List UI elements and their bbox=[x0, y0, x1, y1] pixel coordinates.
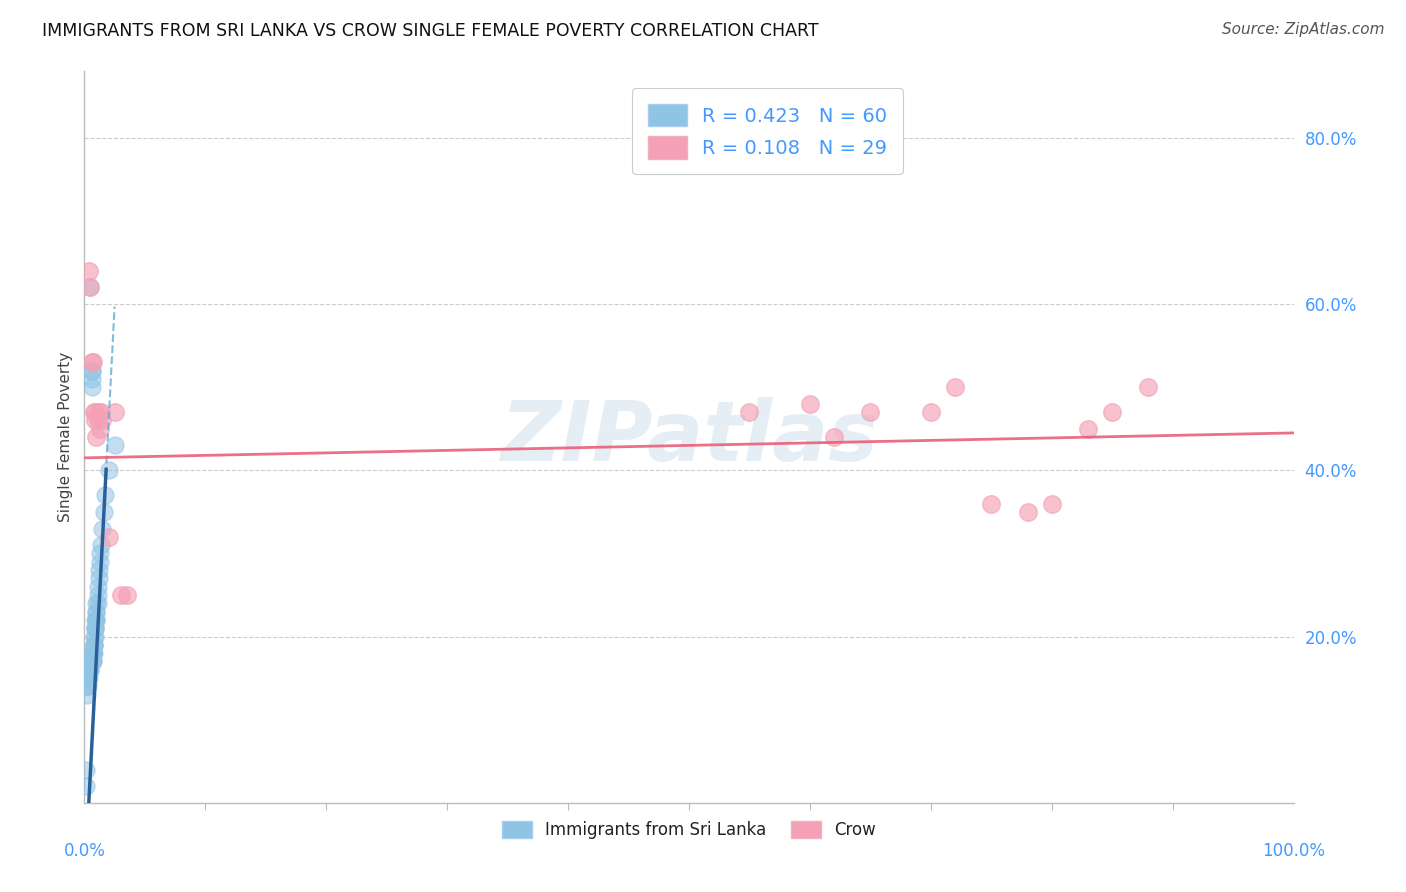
Point bbox=[89, 555, 111, 569]
Point bbox=[82, 655, 104, 669]
Point bbox=[799, 397, 821, 411]
Point bbox=[80, 655, 103, 669]
Point bbox=[84, 621, 107, 635]
Point bbox=[97, 530, 120, 544]
Point bbox=[76, 680, 98, 694]
Point bbox=[80, 355, 103, 369]
Point bbox=[89, 546, 111, 560]
Point bbox=[77, 671, 100, 685]
Point bbox=[823, 430, 845, 444]
Point bbox=[83, 405, 105, 419]
Point bbox=[84, 630, 107, 644]
Point bbox=[93, 505, 115, 519]
Point bbox=[82, 355, 104, 369]
Point bbox=[82, 655, 104, 669]
Point bbox=[84, 413, 107, 427]
Point bbox=[84, 613, 107, 627]
Point bbox=[77, 663, 100, 677]
Point bbox=[104, 438, 127, 452]
Point bbox=[79, 655, 101, 669]
Point bbox=[80, 363, 103, 377]
Point bbox=[90, 538, 112, 552]
Point bbox=[86, 613, 108, 627]
Point bbox=[82, 646, 104, 660]
Text: 100.0%: 100.0% bbox=[1263, 842, 1324, 860]
Point bbox=[86, 430, 108, 444]
Point bbox=[82, 646, 104, 660]
Point bbox=[84, 621, 107, 635]
Point bbox=[79, 280, 101, 294]
Point bbox=[77, 663, 100, 677]
Point bbox=[77, 680, 100, 694]
Point bbox=[980, 497, 1002, 511]
Point bbox=[80, 363, 103, 377]
Point bbox=[86, 596, 108, 610]
Point bbox=[89, 422, 111, 436]
Point bbox=[83, 638, 105, 652]
Legend: Immigrants from Sri Lanka, Crow: Immigrants from Sri Lanka, Crow bbox=[495, 814, 883, 846]
Text: Source: ZipAtlas.com: Source: ZipAtlas.com bbox=[1222, 22, 1385, 37]
Point bbox=[79, 663, 101, 677]
Point bbox=[87, 571, 110, 585]
Point bbox=[84, 621, 107, 635]
Point bbox=[87, 563, 110, 577]
Point bbox=[87, 405, 110, 419]
Point bbox=[75, 763, 97, 777]
Point bbox=[1101, 405, 1123, 419]
Point bbox=[80, 372, 103, 386]
Point bbox=[79, 655, 101, 669]
Point bbox=[77, 671, 100, 685]
Point bbox=[86, 613, 108, 627]
Text: 0.0%: 0.0% bbox=[63, 842, 105, 860]
Point bbox=[79, 663, 101, 677]
Point bbox=[76, 688, 98, 702]
Point bbox=[79, 655, 101, 669]
Point bbox=[83, 646, 105, 660]
Point bbox=[77, 671, 100, 685]
Point bbox=[110, 588, 132, 602]
Point bbox=[859, 405, 882, 419]
Point bbox=[1040, 497, 1063, 511]
Text: IMMIGRANTS FROM SRI LANKA VS CROW SINGLE FEMALE POVERTY CORRELATION CHART: IMMIGRANTS FROM SRI LANKA VS CROW SINGLE… bbox=[42, 22, 818, 40]
Point bbox=[83, 630, 105, 644]
Point bbox=[83, 638, 105, 652]
Point bbox=[75, 779, 97, 793]
Point bbox=[82, 646, 104, 660]
Point bbox=[76, 680, 98, 694]
Point bbox=[80, 646, 103, 660]
Point bbox=[86, 596, 108, 610]
Point bbox=[94, 488, 117, 502]
Point bbox=[84, 405, 107, 419]
Point bbox=[77, 264, 100, 278]
Point bbox=[920, 405, 942, 419]
Point bbox=[1017, 505, 1039, 519]
Point bbox=[83, 638, 105, 652]
Point bbox=[104, 405, 127, 419]
Point bbox=[79, 280, 101, 294]
Point bbox=[97, 463, 120, 477]
Point bbox=[91, 413, 114, 427]
Point bbox=[80, 380, 103, 394]
Point bbox=[86, 413, 108, 427]
Point bbox=[77, 671, 100, 685]
Y-axis label: Single Female Poverty: Single Female Poverty bbox=[58, 352, 73, 522]
Point bbox=[1137, 380, 1160, 394]
Point bbox=[115, 588, 138, 602]
Point bbox=[86, 605, 108, 619]
Point bbox=[86, 588, 108, 602]
Point bbox=[77, 663, 100, 677]
Point bbox=[86, 580, 108, 594]
Point bbox=[91, 521, 114, 535]
Point bbox=[90, 405, 112, 419]
Point bbox=[77, 655, 100, 669]
Point bbox=[1077, 422, 1099, 436]
Text: ZIPatlas: ZIPatlas bbox=[501, 397, 877, 477]
Point bbox=[77, 663, 100, 677]
Point bbox=[943, 380, 966, 394]
Point bbox=[86, 605, 108, 619]
Point bbox=[738, 405, 761, 419]
